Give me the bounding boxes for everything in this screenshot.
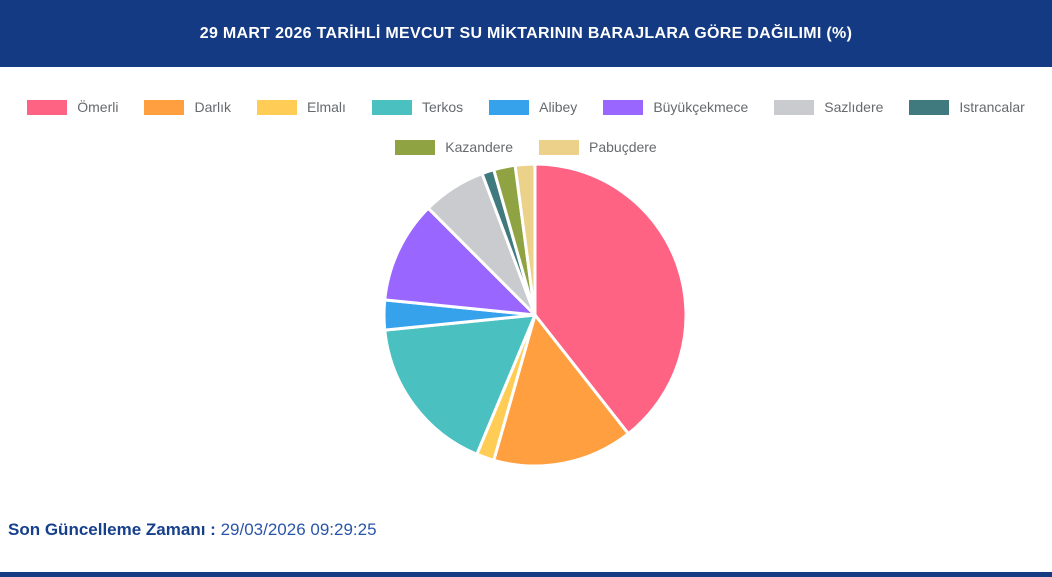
legend-item[interactable]: Istrancalar bbox=[909, 99, 1025, 115]
legend-swatch bbox=[144, 99, 185, 115]
page-title: 29 MART 2026 TARİHLİ MEVCUT SU MİKTARINI… bbox=[199, 24, 853, 42]
legend-item[interactable]: Elmalı bbox=[257, 99, 346, 115]
last-update-line: Son Güncelleme Zamanı : 29/03/2026 09:29… bbox=[8, 520, 377, 540]
legend-label: Elmalı bbox=[307, 99, 346, 115]
legend-label: Alibey bbox=[539, 99, 578, 115]
legend-swatch bbox=[371, 99, 412, 115]
legend-swatch bbox=[909, 99, 950, 115]
legend-swatch bbox=[27, 99, 68, 115]
legend-item[interactable]: Kazandere bbox=[395, 139, 513, 155]
last-update-value: 29/03/2026 09:29:25 bbox=[220, 520, 377, 539]
bottom-accent-bar bbox=[0, 572, 1052, 577]
pie-slice[interactable] bbox=[383, 206, 537, 317]
legend-swatch bbox=[539, 139, 579, 155]
legend-label: Büyükçekmece bbox=[653, 99, 749, 115]
legend-label: Ömerli bbox=[77, 99, 119, 115]
legend-label: Kazandere bbox=[445, 139, 513, 155]
legend-label: Pabuçdere bbox=[589, 139, 657, 155]
legend-item[interactable]: Alibey bbox=[489, 99, 577, 115]
legend-item[interactable]: Terkos bbox=[371, 99, 464, 115]
legend-item[interactable]: Büyükçekmece bbox=[603, 99, 748, 115]
pie-slice[interactable] bbox=[513, 162, 537, 317]
legend-item[interactable]: Ömerli bbox=[27, 99, 118, 115]
pie-slice[interactable] bbox=[383, 313, 537, 456]
legend-label: Istrancalar bbox=[959, 99, 1025, 115]
legend-swatch bbox=[395, 139, 436, 155]
title-bar: 29 MART 2026 TARİHLİ MEVCUT SU MİKTARINI… bbox=[0, 0, 1052, 67]
last-update-separator: : bbox=[205, 520, 221, 539]
legend-swatch bbox=[489, 99, 530, 115]
legend-item[interactable]: Sazlıdere bbox=[774, 99, 883, 115]
last-update-label: Son Güncelleme Zamanı bbox=[8, 520, 206, 539]
legend-label: Darlık bbox=[194, 99, 232, 115]
legend-swatch bbox=[774, 99, 815, 115]
legend-label: Terkos bbox=[421, 99, 464, 115]
legend-item[interactable]: Darlık bbox=[144, 99, 231, 115]
pie-slice[interactable] bbox=[533, 162, 688, 436]
pie-chart bbox=[381, 161, 689, 469]
pie-slice[interactable] bbox=[492, 313, 630, 468]
legend-swatch bbox=[257, 99, 298, 115]
legend-item[interactable]: Pabuçdere bbox=[539, 139, 657, 155]
legend-swatch bbox=[603, 99, 644, 115]
chart-legend: Ömerli Darlık Elmalı Terkos Alibey Büyükçekme… bbox=[0, 99, 1052, 155]
legend-label: Sazlıdere bbox=[824, 99, 884, 115]
